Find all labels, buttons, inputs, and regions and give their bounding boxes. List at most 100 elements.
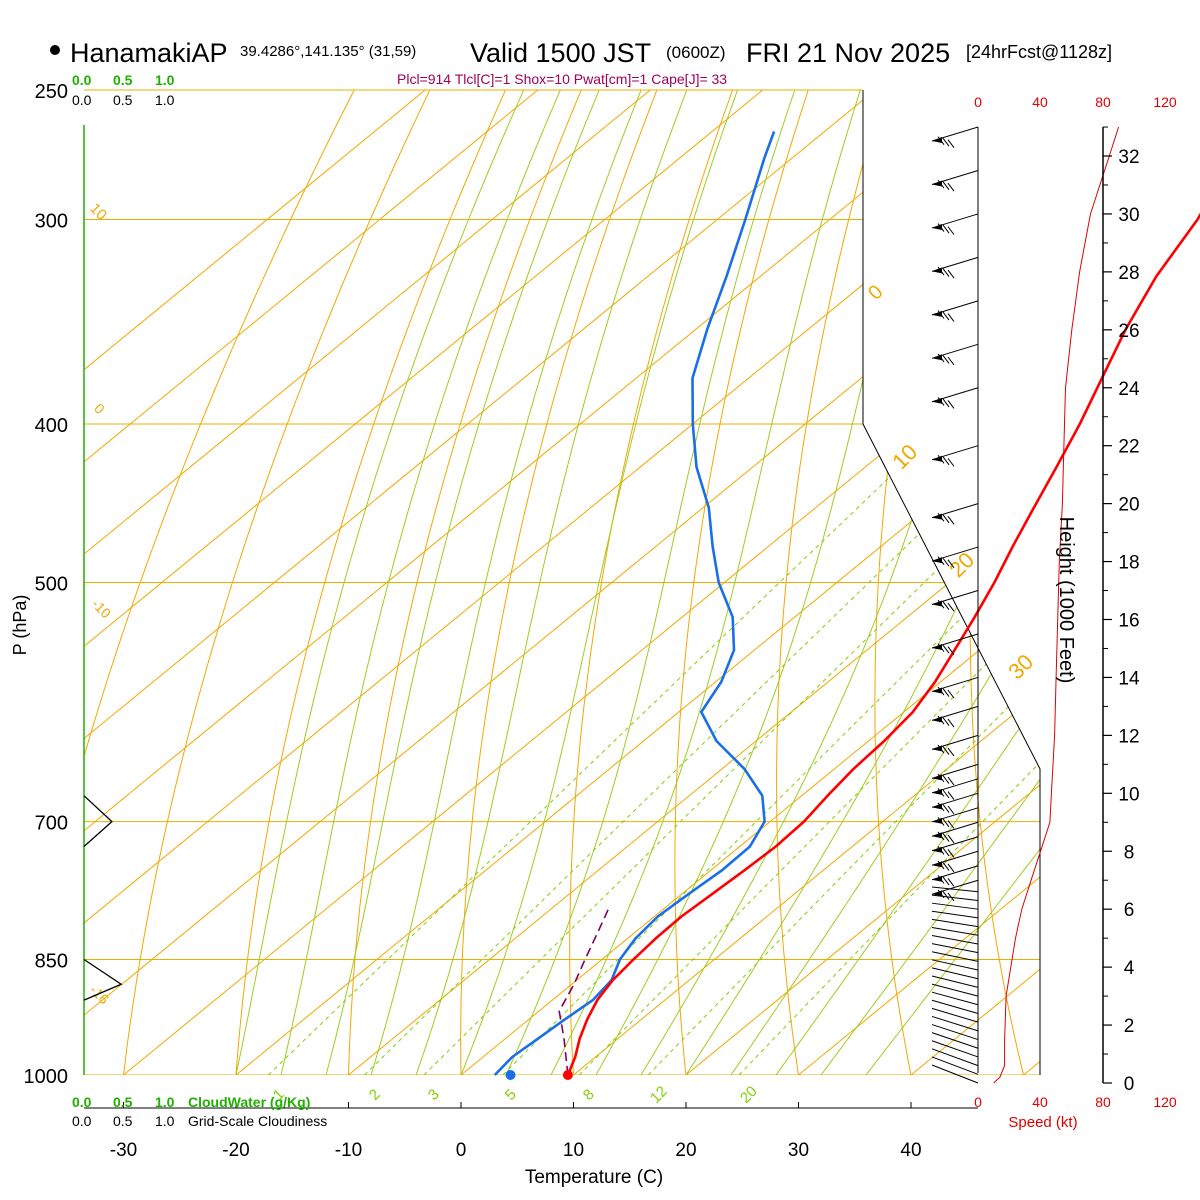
barb-shaft: [931, 951, 979, 962]
isotherm-line: [460, 90, 1040, 1075]
cloud-scale-tick: 0.5: [113, 1094, 133, 1110]
barb-shaft: [931, 943, 979, 954]
cloud-scale-tick: 0.5: [113, 92, 133, 108]
y-axis-title: P (hPa): [10, 595, 30, 656]
wind-barb: [931, 886, 979, 893]
barb-shaft: [931, 935, 979, 945]
wind-barb: [931, 792, 979, 815]
height-tick-label: 4: [1124, 958, 1135, 979]
barb-feather: [947, 646, 955, 655]
isotherm-line: [84, 90, 989, 1075]
barb-feather: [947, 516, 955, 525]
wind-barb: [931, 763, 979, 786]
wind-barb: [931, 959, 979, 971]
wind-barb: [931, 910, 979, 919]
barb-feather: [942, 557, 950, 567]
stability-indices: Plcl=914 Tlcl[C]=1 Shox=10 Pwat[cm]=1 Ca…: [397, 71, 727, 87]
temp-tick-label: -10: [335, 1140, 362, 1161]
mixing-ratio-line: [267, 423, 946, 1075]
barb-shaft: [931, 1056, 979, 1075]
height-tick-label: 8: [1124, 842, 1135, 863]
wind-barb: [931, 975, 979, 988]
isotherm-line: [84, 90, 764, 1075]
barb-shaft: [931, 926, 979, 936]
skewt-line-label: 0: [864, 281, 887, 304]
height-tick-label: 22: [1118, 437, 1139, 458]
skewt-line-label: 5: [502, 1086, 520, 1104]
barb-feather: [947, 718, 955, 728]
cloud-scale-tick: 0.0: [72, 72, 92, 88]
right-frame-line: [862, 90, 1041, 1075]
barb-feather: [947, 820, 955, 829]
wind-barb: [931, 445, 979, 467]
barb-feather: [947, 776, 955, 786]
skewt-line-label: -10: [89, 596, 115, 622]
skewt-line-label: 8: [580, 1086, 598, 1104]
barb-feather: [947, 805, 955, 815]
barb-feather: [937, 223, 945, 232]
speed-tick-bottom: 40: [1032, 1094, 1048, 1110]
barb-feather: [942, 891, 950, 900]
barb-shaft: [931, 1032, 979, 1049]
isotherm-line: [123, 90, 1040, 1075]
speed-tick-top: 120: [1153, 94, 1177, 110]
barb-shaft: [931, 983, 979, 997]
cloud-water-line: [83, 795, 113, 847]
dry-adiabat-lines: [84, 90, 1040, 1075]
height-tick-label: 10: [1118, 784, 1139, 805]
wind-barb: [931, 1015, 979, 1032]
wind-barb: [931, 1040, 979, 1058]
speed-tick-top: 80: [1095, 94, 1111, 110]
wind-barb: [931, 999, 979, 1014]
barb-feather: [947, 878, 955, 887]
barb-feather: [942, 688, 950, 697]
barb-feather: [942, 456, 950, 466]
barb-feather: [947, 834, 955, 844]
barb-feather: [937, 860, 945, 870]
moist-adiabat-line: [685, 90, 1040, 1075]
temp-tick-label: -20: [222, 1140, 249, 1161]
mixing-ratio-line: [423, 423, 1040, 1075]
wind-barb: [931, 705, 979, 728]
temperature-line: [566, 212, 1200, 1076]
surface-dewpoint-dot: [505, 1070, 516, 1080]
temp-tick-label: 20: [675, 1140, 696, 1161]
skewt-line-label: 10: [887, 439, 922, 474]
sounding-profiles: [493, 130, 1200, 1080]
speed-tick-bottom: 0: [974, 1094, 982, 1110]
mixing-ratio-line: [364, 423, 1034, 1075]
barb-shaft: [931, 1024, 979, 1041]
barb-feather: [937, 136, 945, 145]
height-tick-label: 16: [1118, 611, 1139, 632]
wind-barb: [931, 633, 979, 655]
barb-feather: [942, 644, 950, 654]
wind-barb: [931, 1032, 979, 1049]
temp-tick-label: -30: [110, 1140, 137, 1161]
wind-barb: [931, 1064, 979, 1084]
cloud-scale-tick: 0.0: [72, 92, 92, 108]
barb-feather: [937, 744, 945, 754]
moist-adiabat-line: [235, 90, 525, 1075]
moist-adiabat-line: [280, 90, 561, 1075]
cloud-scale-tick: 1.0: [155, 1094, 175, 1110]
wind-speed-line: [993, 126, 1120, 1084]
wind-barb: [931, 967, 979, 980]
wind-barb: [931, 1007, 979, 1023]
barb-feather: [947, 458, 955, 467]
barb-feather: [947, 226, 955, 235]
barb-shaft: [931, 967, 979, 980]
wind-barb: [931, 894, 979, 901]
barb-shaft: [931, 991, 979, 1006]
wind-barb: [931, 1056, 979, 1075]
wind-barb: [931, 902, 979, 910]
barb-feather: [937, 817, 945, 826]
moist-adiabat-line: [775, 90, 1040, 1075]
barb-feather: [937, 599, 945, 609]
barb-feather: [937, 846, 945, 855]
temp-tick-label: 0: [456, 1140, 467, 1161]
barb-feather: [947, 356, 955, 366]
wind-barb: [931, 918, 979, 928]
barb-feather: [947, 602, 955, 612]
